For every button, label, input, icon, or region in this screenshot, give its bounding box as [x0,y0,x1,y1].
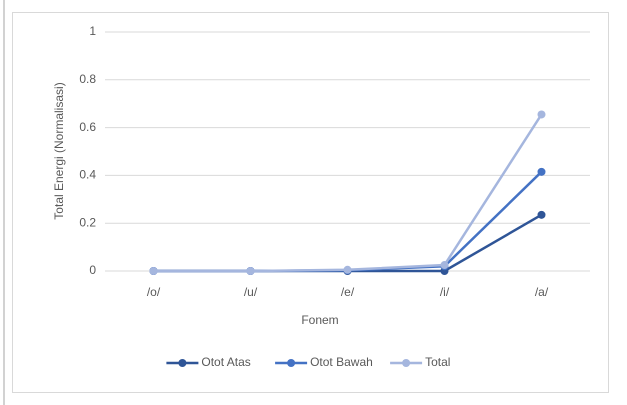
point [440,261,449,270]
point [149,267,158,275]
legend-marker [178,359,187,367]
legend-label: Otot Bawah [310,355,373,369]
y-tick-label: 0.4 [79,168,96,182]
y-tick-label: 0.8 [79,72,96,86]
x-tick-label: /e/ [341,285,355,299]
legend-marker [402,359,411,367]
y-tick-label: 1 [89,24,96,38]
legend-label: Otot Atas [201,355,250,369]
point [537,210,546,219]
x-tick-label: /i/ [440,285,450,299]
legend-label: Total [425,355,450,369]
point [537,167,546,176]
x-tick-label: /o/ [147,285,161,299]
legend-marker [287,359,296,367]
y-tick-label: 0.6 [79,120,96,134]
point [343,265,352,274]
x-tick-label: /u/ [244,285,258,299]
y-tick-label: 0 [89,263,96,277]
y-tick-label: 0.2 [79,215,96,229]
series-line [153,170,543,273]
chart-frame [12,12,609,393]
x-tick-label: /a/ [535,285,549,299]
point [537,110,546,119]
x-axis-title: Fonem [301,313,338,327]
point [246,267,255,275]
y-axis-title: Total Energi (Normalisasi) [52,82,66,219]
